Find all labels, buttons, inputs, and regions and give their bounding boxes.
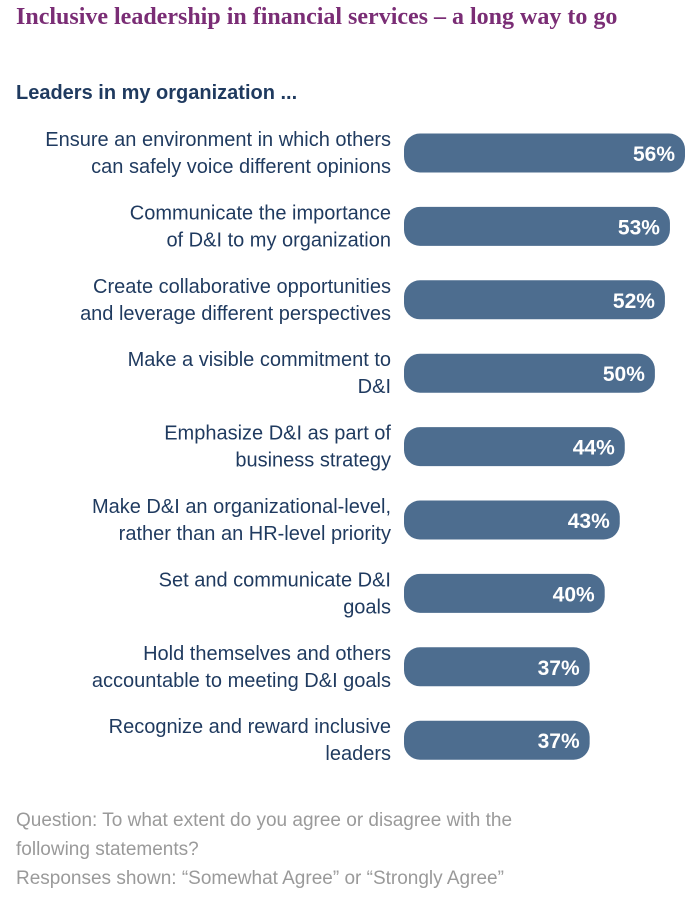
- category-label-3-line-2: and leverage different perspectives: [80, 303, 391, 325]
- category-label-9-line-1: Recognize and reward inclusive: [109, 716, 391, 738]
- footnote-question-line2: following statements?: [16, 839, 199, 860]
- chart-title: Inclusive leadership in financial servic…: [16, 4, 618, 30]
- category-label-2-line-1: Communicate the importance: [130, 202, 391, 224]
- category-label-1-line-1: Ensure an environment in which others: [45, 129, 391, 151]
- category-label-8-line-2: accountable to meeting D&I goals: [92, 670, 391, 692]
- data-label-1: 56%: [633, 143, 675, 166]
- bar-2: [404, 206, 670, 246]
- category-label-6-line-1: Make D&I an organizational-level,: [92, 496, 391, 518]
- category-label-2-line-2: of D&I to my organization: [166, 229, 391, 251]
- category-label-6-line-2: rather than an HR-level priority: [119, 523, 391, 545]
- data-label-3: 52%: [613, 290, 655, 313]
- category-label-4-line-1: Make a visible commitment to: [128, 349, 391, 371]
- category-label-9-line-2: leaders: [325, 743, 391, 765]
- data-label-2: 53%: [618, 216, 660, 239]
- bar-1: [404, 133, 685, 173]
- bar-9: [404, 720, 590, 760]
- bar-6: [404, 500, 620, 540]
- chart-subtitle: Leaders in my organization ...: [16, 82, 298, 104]
- data-label-9: 37%: [538, 730, 580, 753]
- category-label-5-line-1: Emphasize D&I as part of: [164, 423, 391, 445]
- data-label-6: 43%: [568, 510, 610, 533]
- bar-5: [404, 427, 625, 467]
- data-label-8: 37%: [538, 657, 580, 680]
- data-label-5: 44%: [573, 437, 615, 460]
- category-label-8-line-1: Hold themselves and others: [143, 643, 391, 665]
- category-label-5-line-2: business strategy: [235, 450, 391, 472]
- bar-8: [404, 647, 590, 687]
- bar-3: [404, 280, 665, 320]
- category-label-3-line-1: Create collaborative opportunities: [93, 276, 391, 298]
- bar-7: [404, 573, 605, 613]
- footnote: Question: To what extent do you agree or…: [16, 806, 686, 893]
- data-label-4: 50%: [603, 363, 645, 386]
- category-label-4-line-2: D&I: [358, 376, 391, 398]
- category-label-7-line-2: goals: [343, 596, 391, 618]
- category-label-7-line-1: Set and communicate D&I: [159, 569, 391, 591]
- bar-4: [404, 353, 655, 393]
- data-label-7: 40%: [553, 583, 595, 606]
- footnote-question-line1: Question: To what extent do you agree or…: [16, 810, 513, 831]
- footnote-responses: Responses shown: “Somewhat Agree” or “St…: [16, 868, 504, 889]
- category-label-1-line-2: can safely voice different opinions: [91, 156, 391, 178]
